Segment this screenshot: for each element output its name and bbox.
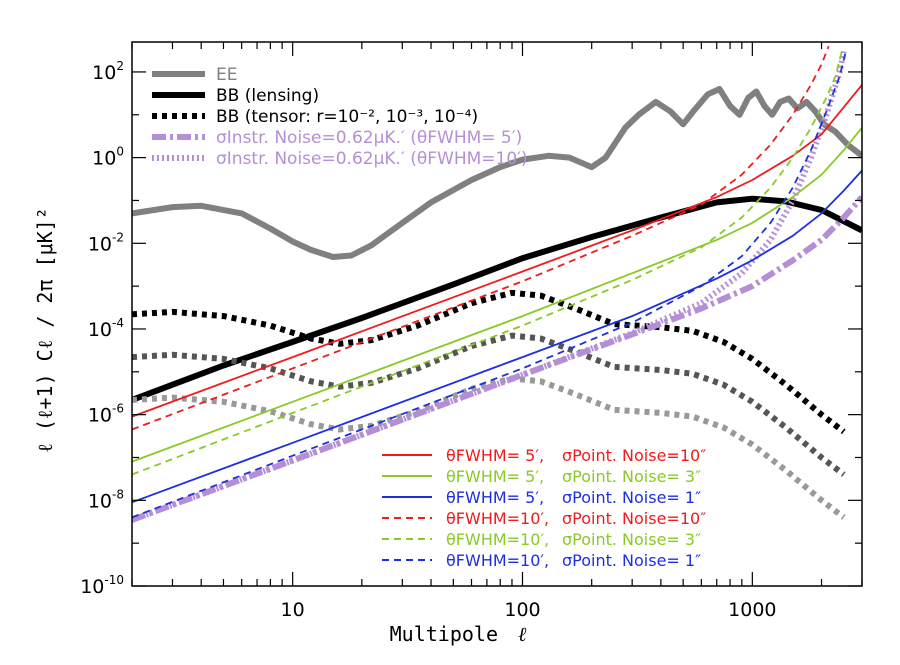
legend-theta-label: θFWHM= 5′, — [446, 446, 544, 465]
legend-label: EE — [216, 65, 237, 85]
series-line-11 — [132, 51, 843, 476]
legend-theta-label: θFWHM=10′, — [446, 551, 549, 570]
legend-sigma-label: σPoint. Noise=10″ — [562, 509, 706, 528]
legend-theta-label: θFWHM=10′, — [446, 509, 549, 528]
x-tick-label: 10 — [281, 599, 305, 621]
y-tick-label: 102 — [92, 59, 124, 84]
y-tick-label: 100 — [92, 145, 124, 170]
legend-label: σInstr. Noise=0.62μK.′ (θFWHM=10′) — [216, 149, 528, 169]
legend-theta-label: θFWHM= 5′, — [446, 467, 544, 486]
series-line-6 — [132, 50, 847, 523]
y-axis-title: ℓ (ℓ+1) Cℓ / 2π [μK]² — [33, 207, 57, 452]
series-line-12 — [132, 51, 847, 519]
series-line-10 — [132, 45, 830, 431]
x-tick-label: 100 — [504, 599, 540, 621]
y-tick-label: 10-2 — [88, 230, 124, 255]
y-tick-label: 10-10 — [80, 573, 124, 598]
legend-sigma-label: σPoint. Noise= 1″ — [562, 551, 701, 570]
x-axis-title: Multipole ℓ — [390, 622, 527, 646]
series-layer — [132, 45, 862, 523]
series-line-8 — [132, 127, 862, 463]
legend-bottom: θFWHM= 5′, σPoint. Noise=10″ θFWHM= 5′, σPo… — [382, 446, 706, 570]
legend-sigma-label: σPoint. Noise= 3″ — [562, 467, 701, 486]
series-line-5 — [132, 195, 862, 523]
legend-label: σInstr. Noise=0.62μK.′ (θFWHM= 5′) — [216, 128, 522, 148]
axes-layer: 10 100 1000 10-10 10-8 10-6 10-4 10-2 100 102 — [80, 42, 863, 621]
legend-label: BB (lensing) — [216, 86, 319, 106]
series-line-0 — [132, 86, 862, 260]
y-tick-label: 10-6 — [88, 402, 124, 427]
svg-text:ℓ: ℓ — [518, 622, 527, 646]
legend-sigma-label: σPoint. Noise= 1″ — [562, 488, 701, 507]
series-line-1 — [132, 195, 862, 403]
plot-frame — [131, 41, 863, 587]
legend-theta-label: θFWHM=10′, — [446, 530, 549, 549]
series-line-7 — [132, 84, 862, 418]
legend-label: BB (tensor: r=10⁻², 10⁻³, 10⁻⁴) — [216, 107, 478, 127]
y-tick-label: 10-8 — [88, 487, 124, 512]
y-tick-label: 10-4 — [88, 316, 124, 341]
legend-sigma-label: σPoint. Noise= 3″ — [562, 530, 701, 549]
series-line-9 — [132, 169, 862, 504]
svg-text:Multipole: Multipole — [390, 622, 498, 646]
x-tick-label: 1000 — [728, 599, 776, 621]
legend-theta-label: θFWHM= 5′, — [446, 488, 544, 507]
legend-sigma-label: σPoint. Noise=10″ — [562, 446, 706, 465]
